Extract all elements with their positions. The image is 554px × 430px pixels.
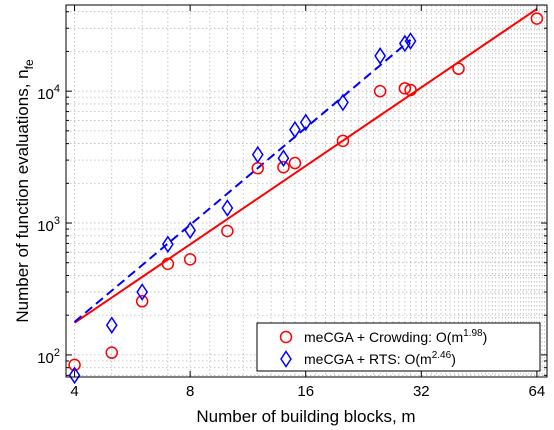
crowding-data-point xyxy=(336,134,350,148)
crowding-data-point xyxy=(288,156,302,170)
rts-data-point xyxy=(68,366,81,385)
crowding-data-point xyxy=(404,83,417,97)
x-tick-label: 64 xyxy=(529,383,546,400)
fit-line-crowding xyxy=(73,8,538,324)
legend-entry-exponent: 2.46 xyxy=(432,350,452,361)
legend-entry-suffix: ) xyxy=(483,329,488,345)
y-tick-label-exponent: 2 xyxy=(54,347,60,359)
crowding-data-point xyxy=(530,12,544,25)
crowding-data-point xyxy=(68,358,81,372)
rts-data-point xyxy=(221,199,234,217)
rts-data-point xyxy=(184,221,197,240)
rts-data-point xyxy=(161,235,174,254)
y-tick-label: 104 xyxy=(37,83,60,103)
y-axis-title-sub: fe xyxy=(22,59,36,69)
crowding-data-point xyxy=(221,224,234,238)
rts-data-point xyxy=(289,120,301,139)
grid-lines xyxy=(66,5,548,377)
x-tick-label: 4 xyxy=(70,383,78,400)
y-tick-label-exponent: 3 xyxy=(54,215,60,227)
legend-diamond-marker xyxy=(280,350,292,368)
legend-entry-name: meCGA + Crowding: O(m xyxy=(304,329,463,345)
crowding-data-point xyxy=(373,84,387,98)
crowding-data-point xyxy=(183,253,197,266)
y-tick-label-exponent: 4 xyxy=(54,83,60,95)
fit-lines xyxy=(73,8,538,324)
legend-entry-suffix: ) xyxy=(451,351,456,367)
legend: meCGA + Crowding: O(m1.98)meCGA + RTS: O… xyxy=(256,322,541,372)
rts-data-point xyxy=(136,283,149,301)
legend-entry-label: meCGA + Crowding: O(m1.98) xyxy=(304,328,487,345)
x-tick-label: 16 xyxy=(297,383,314,400)
x-tick-label: 32 xyxy=(413,383,430,400)
rts-data-point xyxy=(337,93,349,112)
rts-data-point xyxy=(251,145,264,164)
x-tick-label: 8 xyxy=(186,383,194,400)
x-axis-title: Number of building blocks, m xyxy=(196,407,415,426)
crowding-data-point xyxy=(277,160,290,174)
y-tick-label-base: 10 xyxy=(37,350,54,367)
rts-data-point xyxy=(105,316,118,335)
legend-box xyxy=(256,322,541,372)
plot-background xyxy=(66,5,547,377)
crowding-data-point xyxy=(398,82,412,95)
legend-entry-name: meCGA + RTS: O(m xyxy=(304,351,432,367)
crowding-data-point xyxy=(105,346,119,359)
plot-frame xyxy=(65,4,548,378)
legend-entry-label: meCGA + RTS: O(m2.46) xyxy=(304,350,456,367)
y-tick-label-base: 10 xyxy=(37,86,54,103)
rts-data-point xyxy=(299,113,312,132)
legend-circle-marker xyxy=(279,330,293,344)
y-axis-title: Number of function evaluations, nfe xyxy=(13,59,36,323)
fit-line-rts xyxy=(73,39,412,323)
y-tick-label-base: 10 xyxy=(37,218,54,235)
rts-data-point xyxy=(404,32,417,50)
crowding-data-point xyxy=(161,257,175,271)
y-tick-label: 103 xyxy=(37,215,60,235)
y-tick-label: 102 xyxy=(37,347,60,367)
rts-data-point xyxy=(374,47,387,65)
rts-data-point xyxy=(398,34,411,53)
rts-data-point xyxy=(277,149,290,168)
data-markers xyxy=(68,12,544,385)
legend-entry-exponent: 1.98 xyxy=(463,328,483,339)
crowding-data-point xyxy=(452,62,465,75)
y-axis-title-main: Number of function evaluations, n xyxy=(13,69,32,322)
crowding-data-point xyxy=(135,295,149,308)
